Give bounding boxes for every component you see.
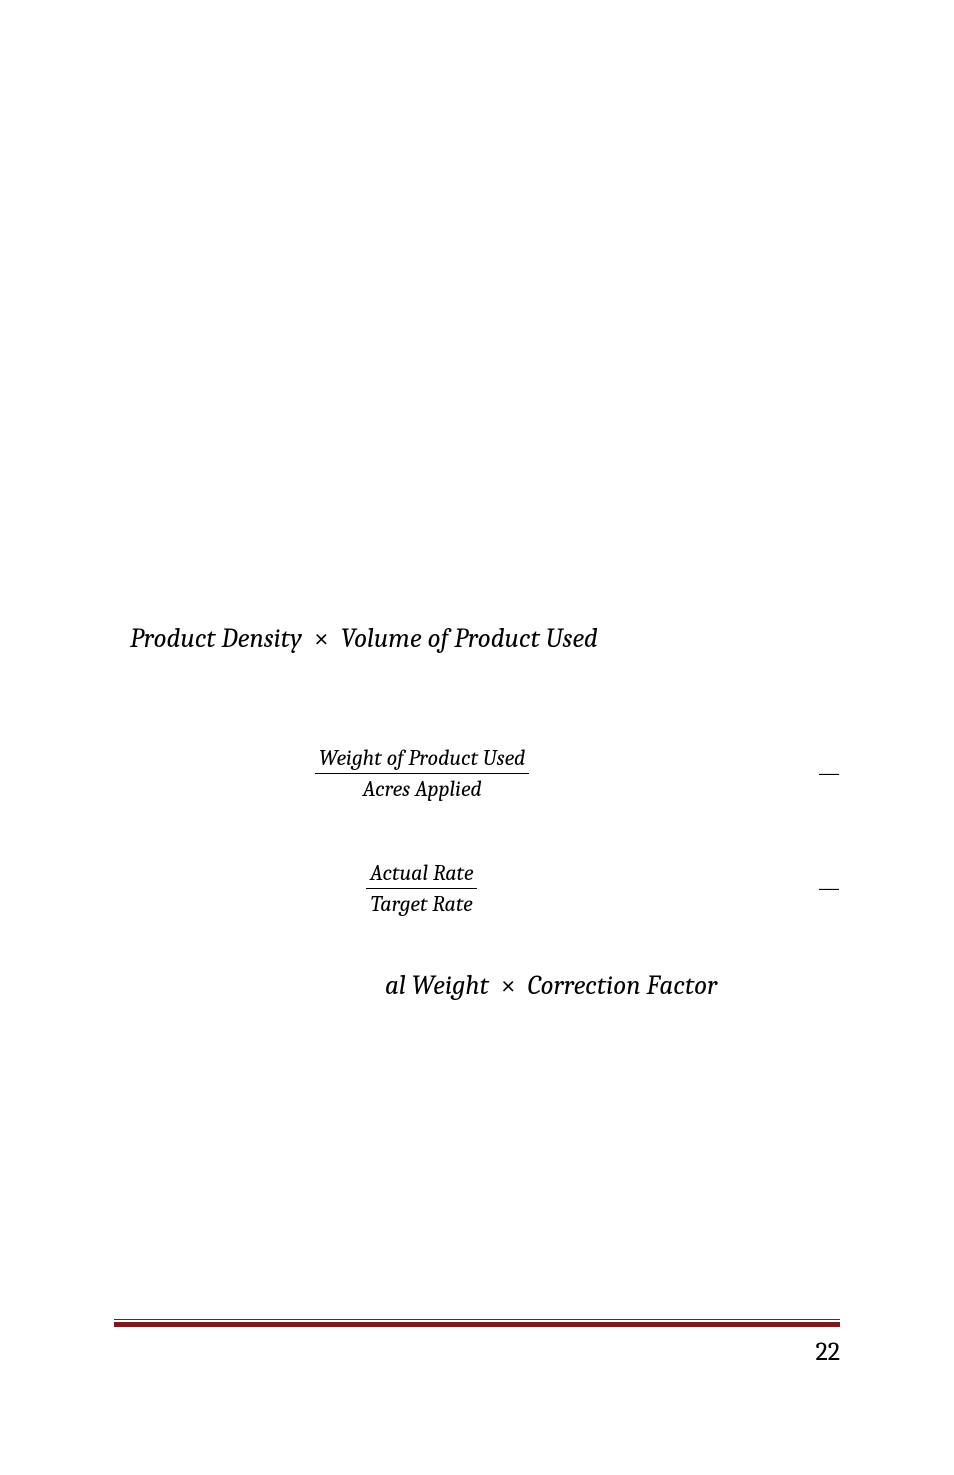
eq-rhs: Volume of Product Used [341,623,598,654]
fraction-numerator: Actual Rate [366,860,477,889]
eq-suffix: Correction Factor [528,970,718,1001]
fraction: Weight of Product Used Acres Applied [315,745,529,802]
fraction-numerator: Weight of Product Used [315,745,529,774]
equation-correction-factor: al Weight × Correction Factor [385,970,717,1001]
fraction: Actual Rate Target Rate [366,860,477,917]
equation-product-density: Product Density × Volume of Product Used [130,623,598,654]
page-number: 22 [815,1337,840,1367]
fraction-denominator: Target Rate [366,889,477,917]
document-page: Product Density × Volume of Product Used… [0,0,954,1475]
equation-fraction-weight-acres: Weight of Product Used Acres Applied [315,745,529,802]
trailing-dash: — [818,760,840,786]
trailing-dash: — [818,875,840,901]
footer-rule-thick [114,1322,840,1327]
multiply-symbol: × [501,970,516,1001]
multiply-symbol: × [314,623,329,654]
footer-rule [114,1319,840,1327]
equation-fraction-actual-target: Actual Rate Target Rate [366,860,477,917]
footer-rule-thin [114,1319,840,1320]
eq-prefix: al Weight [385,970,489,1001]
fraction-denominator: Acres Applied [315,774,529,802]
eq-lhs: Product Density [130,623,302,654]
